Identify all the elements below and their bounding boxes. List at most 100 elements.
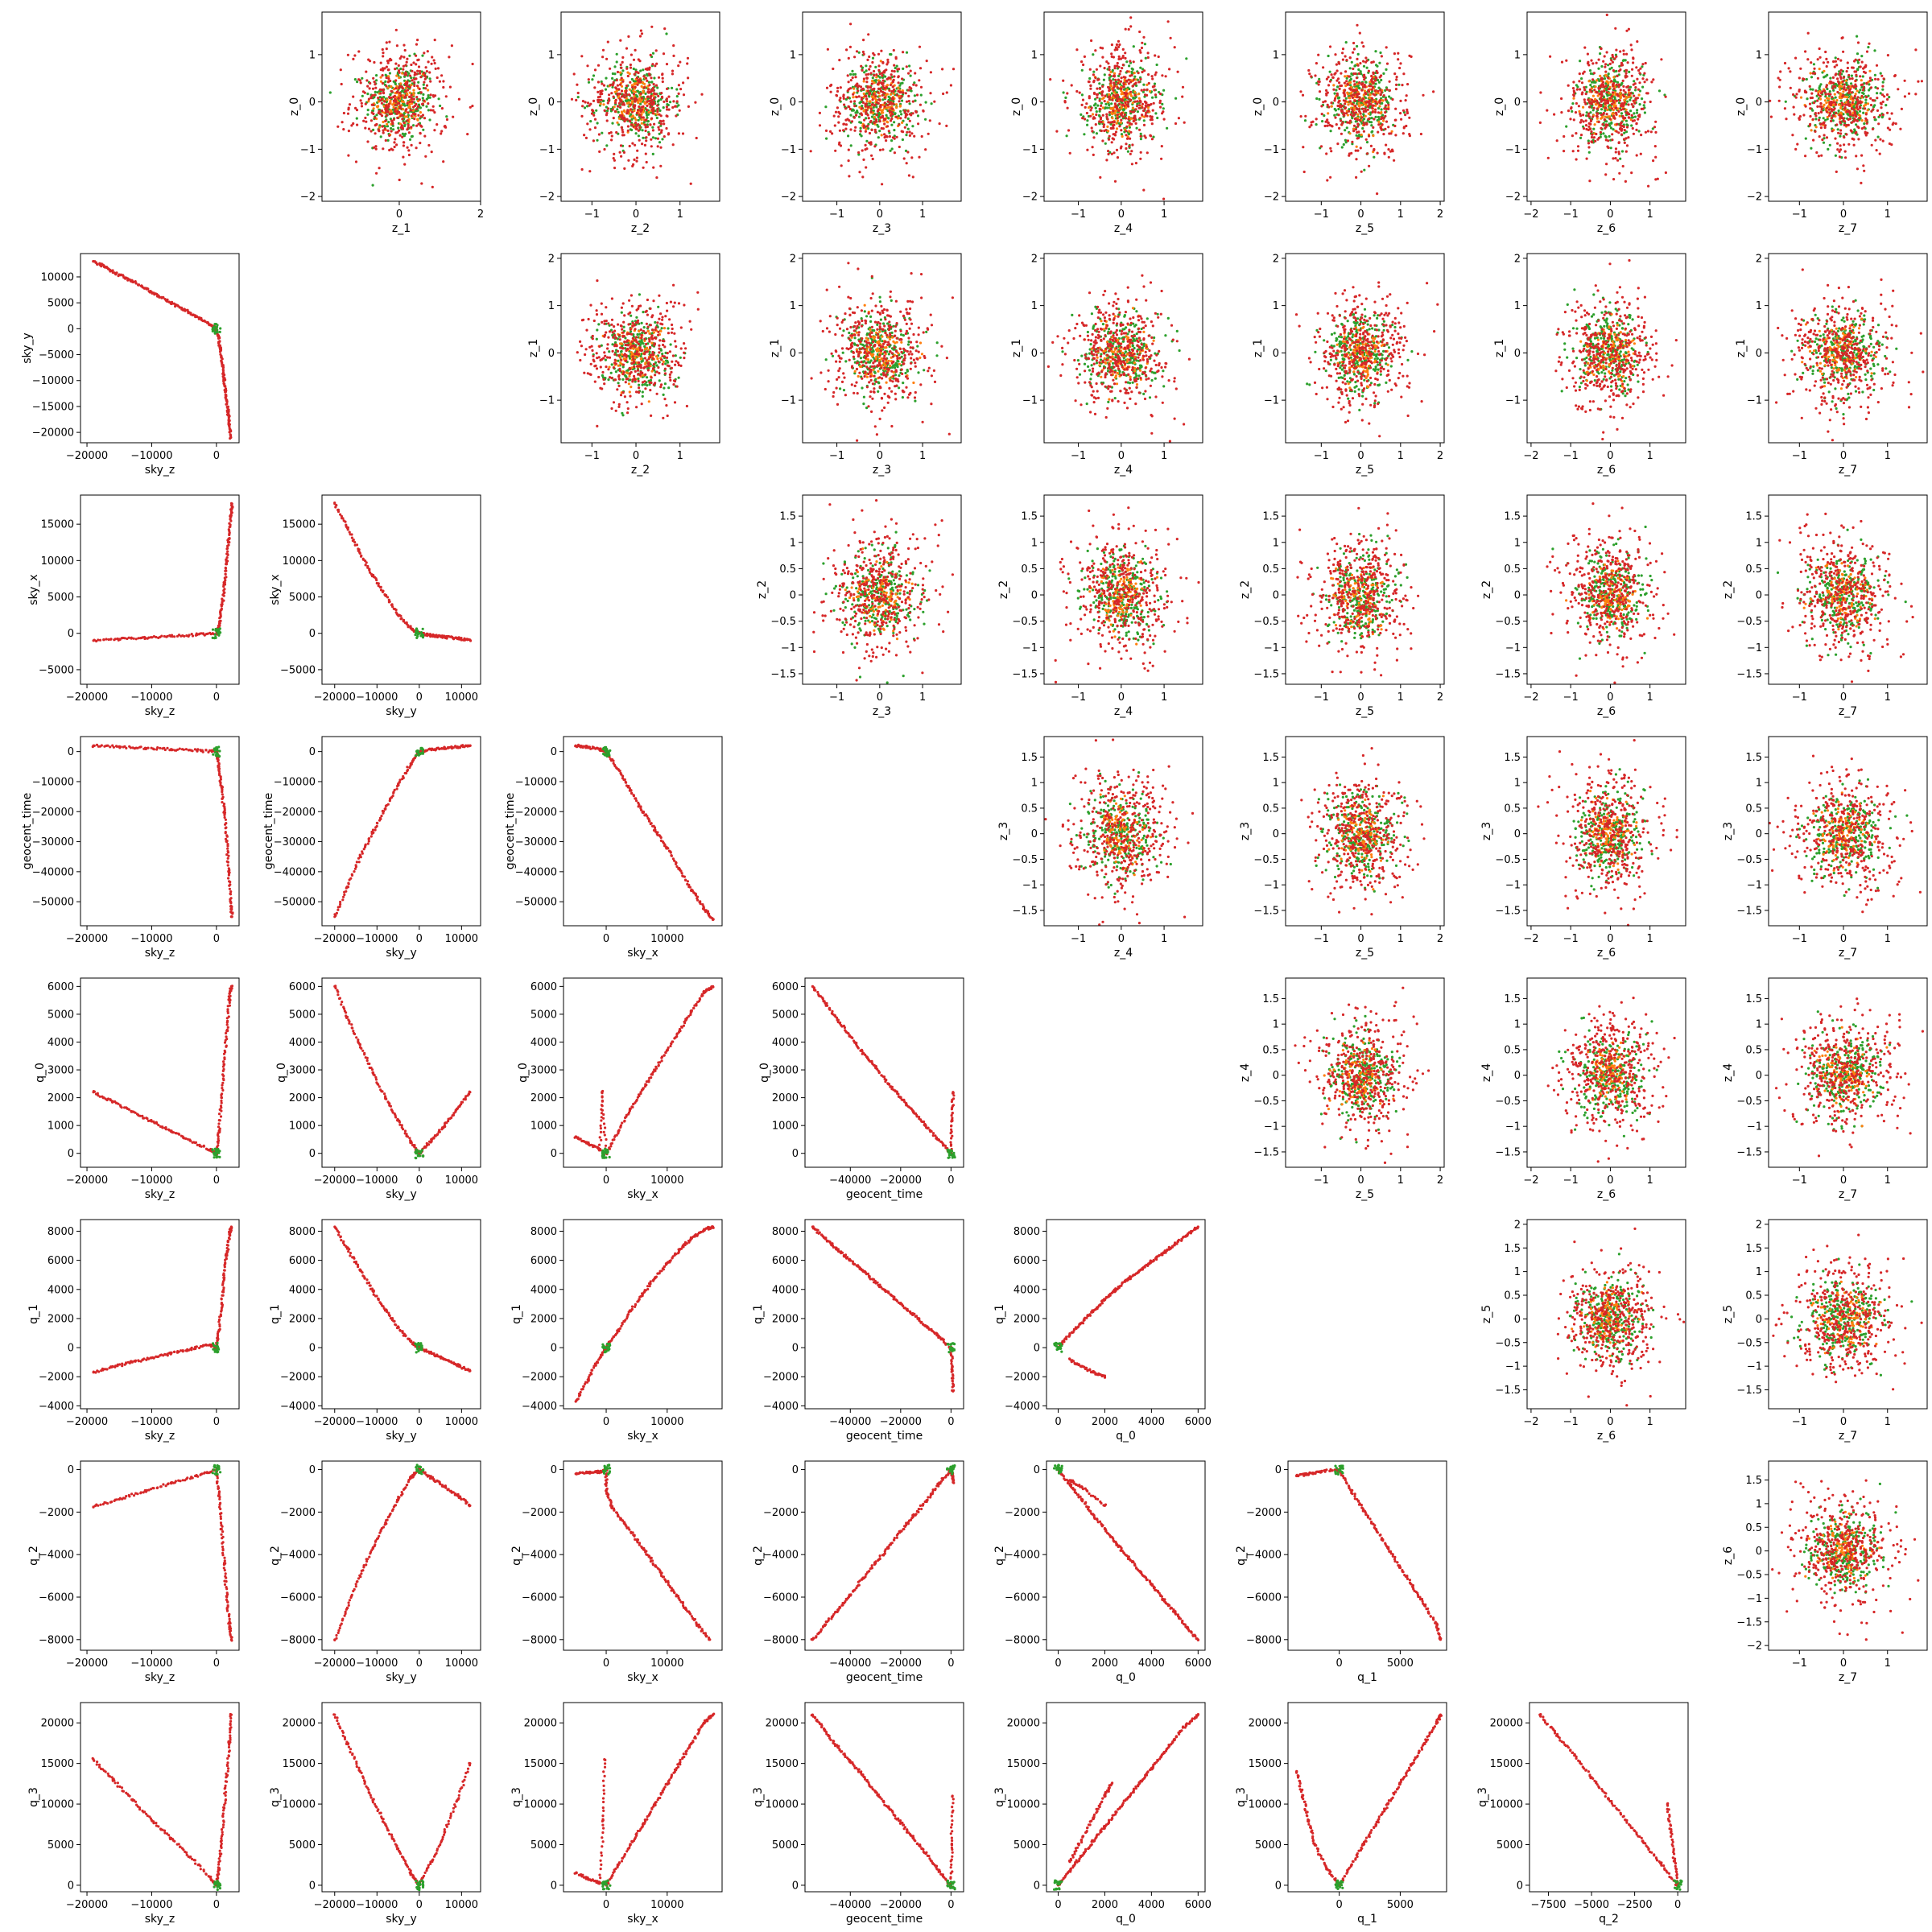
data-point-680 — [879, 72, 881, 75]
data-point-731 — [1094, 76, 1096, 79]
data-point-705 — [1117, 40, 1120, 43]
data-point-197 — [1356, 45, 1358, 47]
data-point-688 — [1539, 122, 1542, 124]
data-point-259 — [428, 118, 431, 121]
data-point-40 — [910, 75, 912, 77]
data-point-290 — [1810, 72, 1812, 74]
data-point-714 — [1349, 120, 1352, 122]
data-point-716 — [1382, 118, 1385, 120]
data-point-373 — [1560, 97, 1563, 100]
data-point-576 — [1619, 99, 1621, 101]
data-point-596 — [1385, 105, 1387, 107]
data-point-27 — [1094, 98, 1096, 101]
data-point-352 — [600, 102, 602, 105]
data-point-383 — [1137, 72, 1140, 74]
data-point-258 — [1873, 49, 1876, 52]
data-point-221 — [1104, 106, 1107, 109]
data-point-433 — [952, 68, 955, 70]
data-point-217 — [427, 109, 430, 111]
data-point-742 — [379, 113, 382, 115]
markers — [329, 29, 474, 188]
data-point-546 — [398, 72, 401, 74]
data-point-241 — [591, 78, 593, 80]
data-point-713 — [1363, 76, 1365, 78]
data-point-667 — [843, 97, 845, 100]
data-point-682 — [394, 79, 397, 81]
y-tick-label: −2 — [1264, 192, 1279, 204]
data-point-234 — [871, 116, 873, 118]
data-point-440 — [842, 123, 844, 126]
data-point-447 — [382, 55, 384, 57]
data-point-523 — [1650, 80, 1653, 83]
data-point-516 — [885, 68, 887, 71]
data-point-718 — [1084, 56, 1086, 58]
y-tick-label: −2 — [781, 192, 796, 204]
data-point-306 — [886, 121, 888, 123]
data-point-207 — [1081, 93, 1084, 96]
data-point-632 — [907, 95, 910, 97]
data-point-482 — [830, 84, 832, 86]
data-point-269 — [1861, 119, 1864, 122]
data-point-348 — [1109, 71, 1112, 73]
data-point-0 — [445, 115, 448, 118]
data-point-560 — [907, 110, 910, 113]
y-tick-label: 1 — [1273, 49, 1279, 61]
data-point-650 — [607, 107, 609, 109]
data-point-455 — [630, 97, 633, 99]
data-point-624 — [1080, 60, 1083, 63]
data-point-395 — [1622, 85, 1624, 88]
data-point-27 — [1343, 143, 1345, 146]
data-point-743 — [1115, 105, 1117, 107]
data-point-623 — [1625, 151, 1628, 153]
data-point-568 — [1665, 96, 1667, 98]
data-point-486 — [1373, 118, 1375, 120]
data-point-500 — [1092, 73, 1095, 76]
data-point-719 — [1100, 47, 1102, 49]
data-point-356 — [1839, 93, 1842, 95]
data-point-639 — [1391, 149, 1393, 151]
data-point-402 — [1611, 138, 1613, 141]
data-point-601 — [342, 128, 345, 130]
data-point-694 — [890, 84, 892, 86]
data-point-601 — [696, 137, 698, 139]
data-point-712 — [1384, 111, 1386, 114]
data-point-435 — [649, 105, 651, 108]
data-point-703 — [1325, 93, 1327, 95]
data-point-84 — [1330, 130, 1332, 132]
data-point-725 — [1612, 178, 1615, 180]
x-tick-label: 0 — [396, 208, 402, 221]
data-point-419 — [1124, 76, 1126, 79]
data-point-189 — [356, 80, 358, 83]
data-point-708 — [903, 157, 906, 159]
data-point-238 — [1818, 117, 1821, 119]
data-point-635 — [1091, 130, 1093, 132]
data-point-423 — [428, 71, 431, 73]
data-point-667 — [1577, 150, 1579, 152]
data-point-736 — [1611, 133, 1613, 135]
data-point-614 — [1560, 111, 1563, 114]
data-point-613 — [426, 70, 428, 72]
data-point-527 — [1374, 101, 1377, 103]
data-point-566 — [607, 41, 609, 43]
data-point-643 — [1612, 85, 1614, 88]
data-point-659 — [1084, 106, 1087, 109]
data-point-662 — [1356, 93, 1358, 95]
data-point-614 — [1358, 99, 1360, 101]
data-point-656 — [906, 162, 908, 164]
data-point-72 — [1630, 124, 1633, 126]
data-point-433 — [617, 105, 619, 107]
data-point-110 — [1864, 99, 1867, 101]
data-point-723 — [933, 101, 935, 103]
data-point-335 — [380, 76, 382, 79]
data-point-218 — [1826, 74, 1828, 76]
data-point-510 — [660, 122, 663, 125]
data-point-731 — [1617, 131, 1620, 134]
data-point-641 — [1591, 116, 1594, 118]
data-point-352 — [1111, 117, 1113, 119]
data-point-79 — [893, 129, 895, 131]
data-point-515 — [1379, 89, 1381, 91]
data-point-658 — [1645, 131, 1647, 134]
data-point-190 — [1634, 89, 1637, 91]
data-point-501 — [580, 55, 583, 57]
data-point-613 — [1121, 114, 1123, 117]
